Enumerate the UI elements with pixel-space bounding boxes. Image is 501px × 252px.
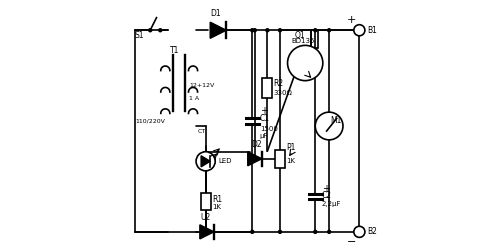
Text: D2: D2 (250, 140, 261, 149)
Text: P1: P1 (286, 143, 295, 152)
Text: +: + (346, 15, 356, 25)
Text: CT: CT (198, 129, 206, 134)
Circle shape (266, 29, 269, 32)
Circle shape (204, 230, 207, 233)
Text: 110/220V: 110/220V (135, 118, 165, 123)
Text: 1K: 1K (211, 204, 220, 210)
Circle shape (353, 226, 364, 237)
Text: +: + (260, 106, 268, 116)
Text: 1500: 1500 (260, 125, 277, 132)
Text: LED: LED (218, 158, 231, 164)
Text: +: + (321, 184, 329, 194)
Polygon shape (201, 156, 210, 167)
Circle shape (313, 29, 316, 32)
Text: B1: B1 (366, 26, 376, 35)
Circle shape (148, 29, 151, 32)
Text: 1K: 1K (286, 158, 295, 164)
Circle shape (287, 45, 322, 81)
Text: C1: C1 (260, 114, 269, 123)
Circle shape (196, 152, 215, 171)
Bar (262, 78, 272, 98)
Circle shape (327, 29, 330, 32)
Text: 330Ω: 330Ω (273, 90, 292, 96)
Circle shape (253, 29, 256, 32)
Text: BD135: BD135 (291, 38, 314, 44)
Text: Q1: Q1 (294, 31, 305, 40)
Circle shape (315, 112, 342, 140)
Bar (200, 193, 210, 210)
Text: 1 A: 1 A (189, 96, 199, 101)
Polygon shape (247, 152, 262, 166)
Polygon shape (199, 225, 213, 239)
Text: R2: R2 (273, 79, 283, 88)
Text: D1: D1 (210, 9, 220, 18)
Text: μF: μF (260, 133, 268, 139)
Circle shape (278, 230, 281, 233)
Text: S1: S1 (134, 31, 143, 40)
Text: 2,2μF: 2,2μF (321, 201, 340, 207)
Circle shape (158, 29, 161, 32)
Polygon shape (210, 22, 226, 38)
Text: M1: M1 (330, 116, 341, 125)
Text: C2: C2 (321, 191, 331, 200)
Text: −: − (346, 237, 356, 247)
Circle shape (278, 29, 281, 32)
Text: B2: B2 (366, 227, 376, 236)
Text: R1: R1 (211, 195, 221, 204)
Circle shape (204, 230, 207, 233)
Text: T1: T1 (170, 46, 179, 55)
Circle shape (313, 230, 316, 233)
Text: U2: U2 (200, 213, 210, 222)
Circle shape (250, 230, 254, 233)
Circle shape (327, 230, 330, 233)
Bar (275, 150, 285, 168)
Circle shape (353, 25, 364, 36)
Text: 12+12V: 12+12V (189, 83, 214, 88)
Circle shape (250, 29, 254, 32)
